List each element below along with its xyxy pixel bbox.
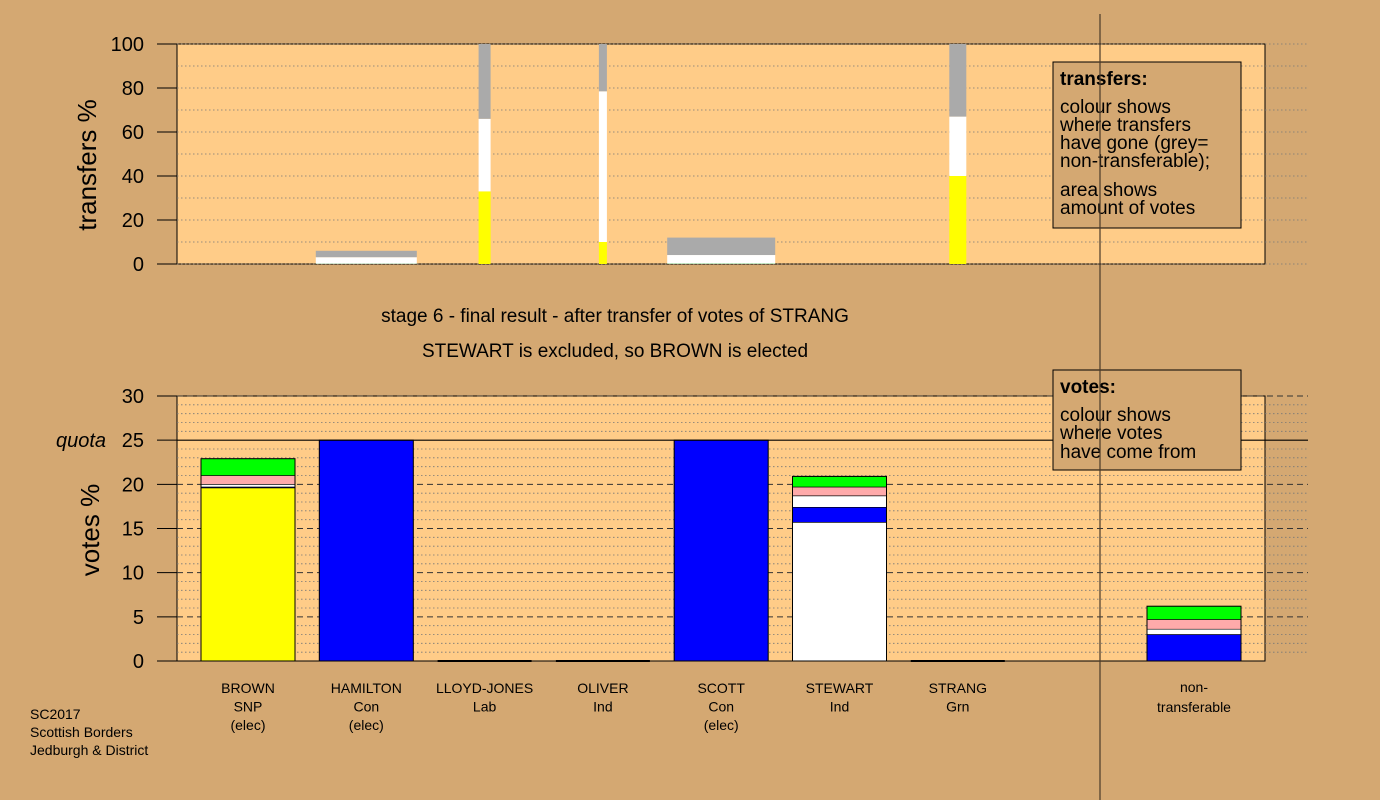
stage-title: stage 6 - final result - after transfer … [381, 306, 849, 327]
stage-outcome: STEWART is excluded, so BROWN is elected [422, 341, 808, 362]
vote-segment [1146, 605, 1242, 620]
vote-segment [673, 439, 769, 662]
transfer-segment [315, 250, 417, 258]
candidate-label: Con [353, 699, 379, 715]
vote-segment [792, 476, 887, 488]
vote-segment [1146, 628, 1242, 635]
y-tick-label: 20 [122, 210, 144, 232]
vote-bar-outline [792, 475, 887, 662]
vote-segment [318, 439, 414, 662]
votes-legend-box [1052, 369, 1242, 471]
candidate-label: Ind [593, 699, 612, 715]
footer-ward: Jedburgh & District [30, 742, 148, 758]
votes-panel: 0 5 10 15 20 25 30 quota votes % BROWN SNP (elec… [56, 369, 1308, 733]
y-tick-label: 40 [122, 166, 144, 188]
votes-legend-title: votes: [1060, 377, 1116, 398]
transfer-segment [315, 257, 417, 264]
votes-legend-line: have come from [1060, 442, 1196, 463]
candidate-label: STRANG [929, 680, 987, 696]
transfers-y-ticks: 0 20 40 60 80 100 [111, 34, 177, 276]
votes-legend-line: where votes [1059, 423, 1162, 444]
y-tick-label: 20 [122, 474, 144, 496]
y-tick-label: 100 [111, 34, 144, 56]
candidate-label: Ind [830, 699, 849, 715]
y-tick-label: 0 [133, 651, 144, 673]
transfer-segment [478, 118, 491, 192]
votes-y-ticks: 0 5 10 15 20 25 30 [122, 386, 177, 673]
vote-segment [1146, 619, 1242, 630]
candidate-label: (elec) [704, 717, 739, 733]
transfers-legend-line: non-transferable); [1060, 151, 1210, 172]
vote-segment [792, 486, 887, 497]
candidate-label: Lab [473, 699, 497, 715]
transfers-legend-line: where transfers [1059, 115, 1191, 136]
transfer-segment [478, 44, 491, 119]
vote-segment [1146, 634, 1242, 662]
transfers-legend-line: amount of votes [1060, 198, 1195, 219]
candidate-label: non- [1180, 679, 1208, 695]
votes-y-label: votes % [75, 484, 105, 577]
candidate-label: BROWN [221, 680, 275, 696]
vote-bar-outline [1146, 605, 1242, 662]
y-tick-label: 0 [133, 254, 144, 276]
vote-segment [200, 475, 296, 485]
y-tick-label: 5 [133, 607, 144, 629]
votes-bars [200, 439, 1242, 662]
candidate-label: STEWART [806, 680, 874, 696]
footer-election: SC2017 [30, 706, 81, 722]
vote-segment [200, 484, 296, 488]
transfers-y-label: transfers % [72, 99, 102, 231]
transfers-legend-line: colour shows [1060, 97, 1171, 118]
transfer-segment [478, 191, 491, 264]
vote-segment [200, 487, 296, 662]
transfers-legend-line: area shows [1060, 180, 1157, 201]
transfers-legend-line: have gone (grey= [1060, 133, 1208, 154]
transfer-segment [667, 237, 776, 256]
vote-segment [792, 495, 887, 508]
transfer-segment [949, 176, 967, 264]
vote-segment [792, 522, 887, 662]
vote-segment [200, 458, 296, 476]
candidate-label: (elec) [230, 717, 265, 733]
votes-legend-line: colour shows [1060, 405, 1171, 426]
candidate-label: HAMILTON [331, 680, 402, 696]
candidate-label: transferable [1157, 699, 1231, 715]
quota-label: quota [56, 430, 106, 452]
candidate-label: LLOYD-JONES [436, 680, 533, 696]
candidate-label: (elec) [349, 717, 384, 733]
y-tick-label: 10 [122, 563, 144, 585]
candidate-label: Con [708, 699, 734, 715]
transfers-bars [315, 44, 967, 264]
transfer-segment [598, 91, 607, 242]
y-tick-label: 80 [122, 78, 144, 100]
candidate-labels: BROWN SNP (elec) HAMILTON Con (elec) LLOYD-JON… [221, 679, 1231, 733]
footer-council: Scottish Borders [30, 724, 133, 740]
transfer-segment [598, 44, 607, 92]
transfers-panel: 0 20 40 60 80 100 transfers % transfers: colo… [72, 34, 1308, 276]
candidate-label: SCOTT [697, 680, 745, 696]
candidate-label: SNP [234, 699, 263, 715]
y-tick-label: 60 [122, 122, 144, 144]
candidate-label: Grn [946, 699, 969, 715]
candidate-label: OLIVER [577, 680, 628, 696]
transfer-segment [949, 44, 967, 117]
transfers-legend-title: transfers: [1060, 69, 1148, 90]
transfers-legend: transfers: colour shows where transfers … [1052, 61, 1242, 229]
transfer-segment [949, 116, 967, 176]
transfer-segment [667, 255, 776, 264]
y-tick-label: 25 [122, 430, 144, 452]
transfers-legend-box [1052, 61, 1242, 229]
y-tick-label: 15 [122, 519, 144, 541]
y-tick-label: 30 [122, 386, 144, 408]
transfer-segment [598, 242, 607, 264]
votes-legend: votes: colour shows where votes have com… [1052, 369, 1242, 471]
vote-bar-outline [200, 458, 296, 662]
vote-segment [792, 506, 887, 523]
